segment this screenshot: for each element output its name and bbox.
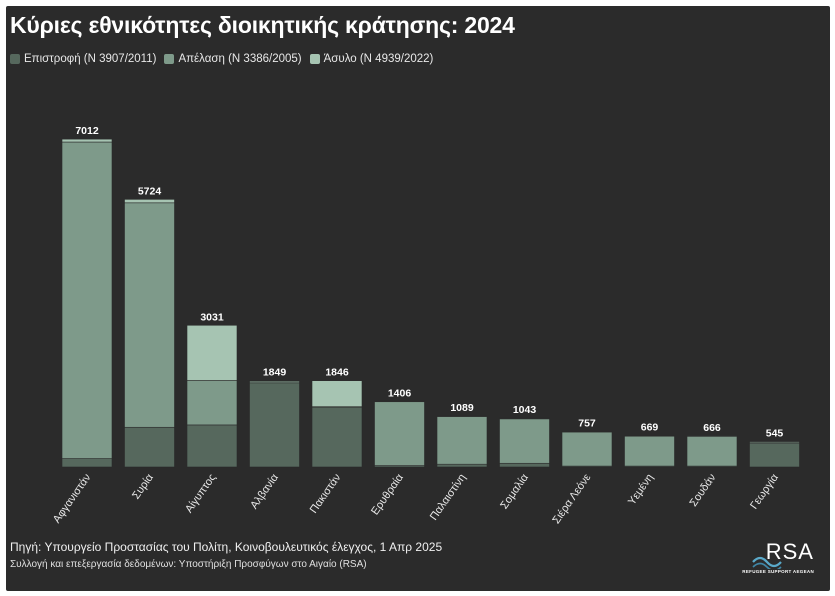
- data-label: 1849: [263, 367, 287, 379]
- bar-segment: [436, 415, 488, 417]
- bar-segment: [186, 324, 238, 381]
- category-label: Συρία: [130, 471, 156, 501]
- bar-segment: [561, 431, 613, 467]
- bar-segment: [311, 406, 363, 468]
- category-label: Σουδάν: [687, 471, 718, 509]
- data-label: 3031: [200, 311, 224, 323]
- bar-segment: [686, 435, 738, 437]
- data-label: 7012: [75, 125, 99, 137]
- data-label: 545: [766, 428, 784, 440]
- category-label: Αλβανία: [248, 471, 281, 511]
- data-label: 1043: [513, 404, 537, 416]
- legend-label-deportation: Απέλαση (N 3386/2005): [178, 53, 302, 65]
- legend-swatch-asylum: [309, 54, 320, 64]
- bar-segment: [624, 435, 675, 437]
- legend-swatch-return: [10, 54, 20, 64]
- category-label: Γεωργία: [748, 471, 781, 511]
- logo-subtext: REFUGEE SUPPORT AEGEAN: [742, 569, 814, 574]
- category-label: Αίγυπτος: [183, 472, 218, 515]
- bar-segment: [499, 417, 550, 420]
- credit-note: Συλλογή και επεξεργασία δεδομένων: Υποστ…: [10, 559, 367, 570]
- legend-label-asylum: Άσυλο (N 4939/2022): [323, 53, 434, 65]
- bar-segment: [374, 400, 425, 403]
- bar-segment: [186, 424, 238, 468]
- legend-item-return: Επιστροφή (N 3907/2011): [10, 53, 156, 65]
- bar-segment: [124, 202, 175, 428]
- bar-segment: [499, 462, 550, 468]
- bar-segment: [436, 463, 488, 468]
- bar-segment: [61, 141, 113, 459]
- legend-item-asylum: Άσυλο (N 4939/2022): [309, 53, 434, 65]
- data-label: 669: [641, 422, 659, 434]
- logo-text: RSA: [765, 539, 814, 564]
- bar-segment: [124, 199, 175, 204]
- bar-segment: [249, 380, 300, 382]
- data-label: 1089: [450, 402, 474, 414]
- data-label: 1406: [388, 387, 412, 399]
- category-label: Σιέρα Λεόνε: [550, 472, 593, 526]
- bar-segment: [186, 380, 238, 426]
- chart-title: Κύριες εθνικότητες διοικητικής κράτησης:…: [10, 12, 515, 38]
- bar-segment: [499, 418, 550, 464]
- bar-segment: [749, 443, 800, 468]
- bar-segment: [749, 441, 800, 443]
- data-label: 1846: [325, 367, 349, 379]
- category-label: Σομαλία: [498, 471, 531, 511]
- legend-item-deportation: Απέλαση (N 3386/2005): [164, 53, 302, 65]
- category-label: Ερυθραία: [369, 471, 406, 517]
- category-label: Αφγανιστάν: [51, 471, 94, 525]
- bar-segment: [686, 435, 738, 467]
- category-label: Υεμένη: [626, 472, 656, 508]
- bar-segment: [624, 435, 675, 467]
- bar-segment: [124, 426, 175, 468]
- bar-segment: [249, 382, 300, 468]
- bar-segment: [561, 431, 613, 433]
- data-label: 5724: [138, 185, 162, 197]
- legend-label-return: Επιστροφή (N 3907/2011): [24, 53, 157, 65]
- bar-segment: [436, 416, 488, 465]
- category-label: Πακιστάν: [308, 471, 344, 515]
- bar-segment: [374, 401, 425, 466]
- data-label: 757: [578, 418, 596, 430]
- legend-swatch-deportation: [164, 54, 175, 64]
- category-label: Παλαιστίνη: [428, 472, 469, 523]
- data-label: 666: [703, 422, 721, 434]
- source-note: Πηγή: Υπουργείο Προστασίας του Πολίτη, Κ…: [10, 540, 443, 554]
- bar-segment: [61, 458, 113, 468]
- legend: Επιστροφή (N 3907/2011) Απέλαση (N 3386/…: [10, 53, 433, 65]
- rsa-logo: RSA REFUGEE SUPPORT AEGEAN: [742, 539, 814, 579]
- bar-segment: [311, 380, 363, 407]
- wave-icon: [752, 556, 782, 569]
- bar-segment: [61, 138, 113, 143]
